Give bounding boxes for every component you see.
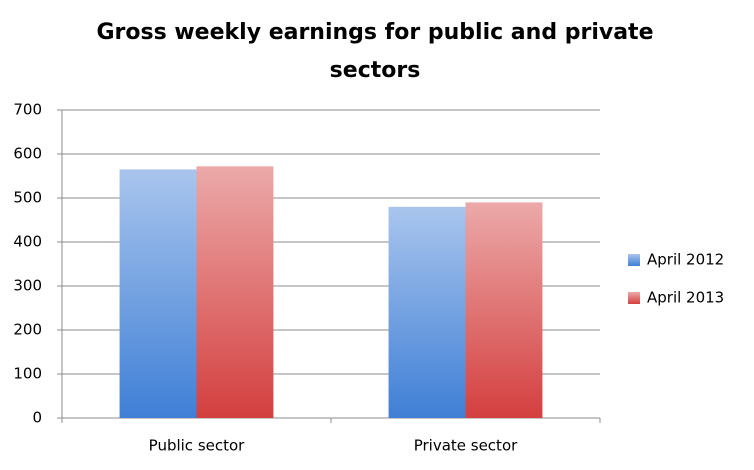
y-tick-label: 500 [13,189,42,207]
x-tick-label: Private sector [414,437,518,455]
y-tick-label: 100 [13,365,42,383]
legend-label: April 2012 [647,251,724,269]
legend-swatch [628,292,640,304]
chart-title: Gross weekly earnings for public and pri… [96,20,654,83]
legend-label: April 2013 [647,289,724,307]
y-tick-label: 0 [32,409,42,427]
y-tick-label: 600 [13,145,42,163]
bar [465,202,543,418]
y-tick-label: 700 [13,101,42,119]
y-tick-label: 200 [13,321,42,339]
bar [196,166,274,418]
bar [119,169,197,418]
legend-swatch [628,254,640,266]
y-tick-label: 400 [13,233,42,251]
bar [388,206,466,418]
y-tick-label: 300 [13,277,42,295]
x-tick-label: Public sector [149,437,246,455]
